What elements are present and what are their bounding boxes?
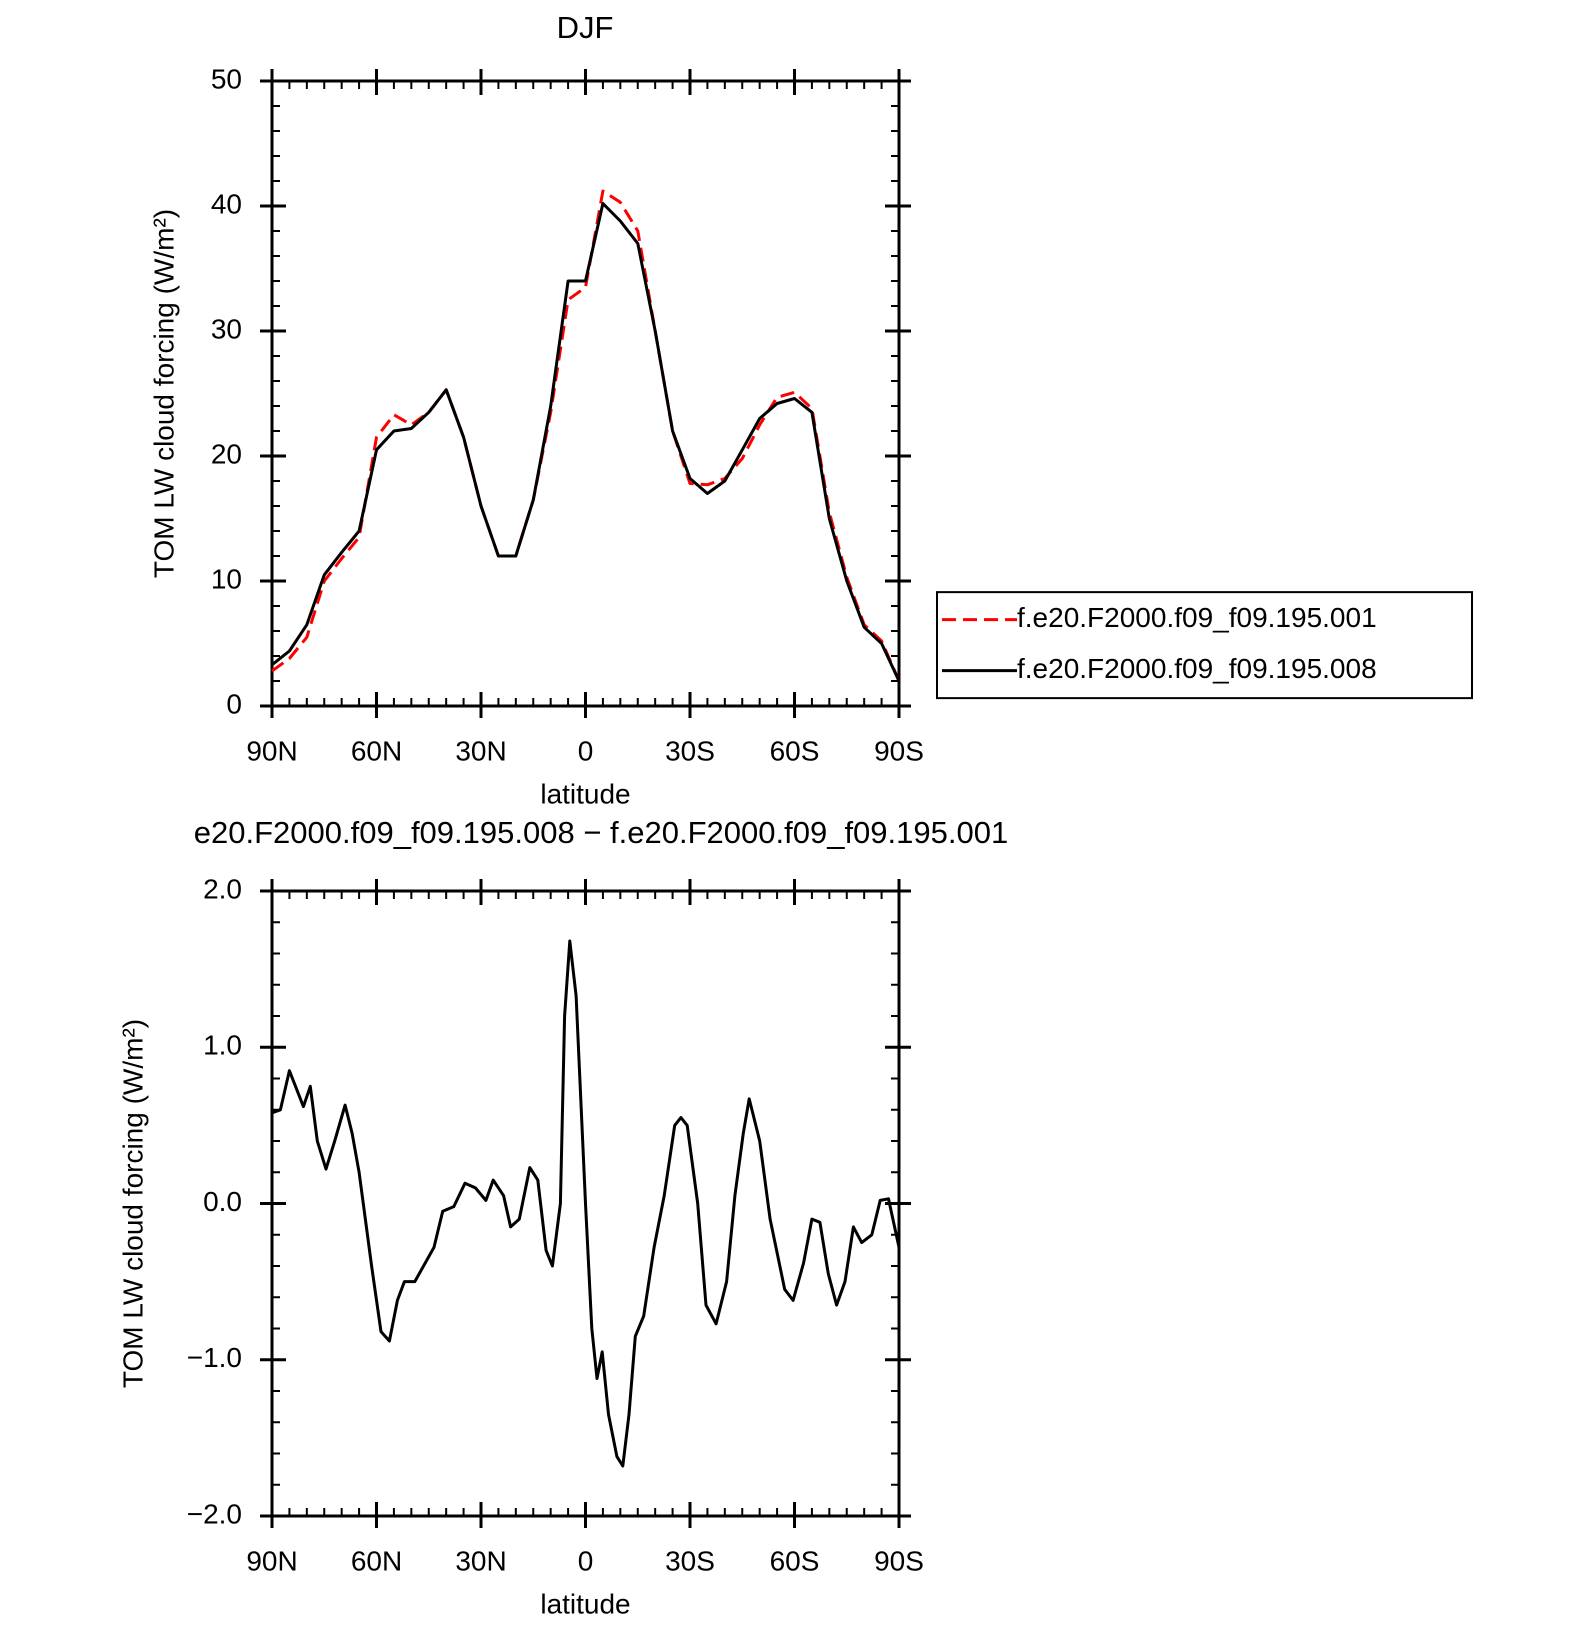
- x-tick-label: 30N: [455, 735, 506, 766]
- legend-label: f.e20.F2000.f09_f09.195.001: [1017, 602, 1377, 633]
- y-tick-label: 0: [226, 688, 242, 719]
- x-tick-label: 90S: [874, 1545, 924, 1576]
- x-axis-label: latitude: [540, 1588, 630, 1619]
- x-tick-label: 30S: [665, 1545, 715, 1576]
- y-tick-label: 1.0: [203, 1030, 242, 1061]
- y-tick-label: −2.0: [187, 1498, 242, 1529]
- x-tick-label: 60S: [770, 735, 820, 766]
- data-line: [271, 939, 901, 1468]
- y-tick-label: 10: [211, 563, 242, 594]
- data-line: [271, 189, 901, 682]
- plot-frame: [270, 79, 901, 708]
- y-axis-label: TOM LW cloud forcing (W/m²): [117, 1019, 148, 1388]
- y-tick-label: 20: [211, 438, 242, 469]
- x-tick-label: 90N: [246, 735, 297, 766]
- x-tick-label: 30S: [665, 735, 715, 766]
- y-tick-label: 0.0: [203, 1186, 242, 1217]
- chart-title: DJF: [557, 10, 614, 45]
- y-tick-label: 2.0: [203, 873, 242, 904]
- x-tick-label: 60N: [351, 1545, 402, 1576]
- x-tick-label: 0: [578, 735, 594, 766]
- x-tick-label: 30N: [455, 1545, 506, 1576]
- y-tick-label: 40: [211, 188, 242, 219]
- data-line: [271, 202, 901, 682]
- y-tick-label: 50: [211, 63, 242, 94]
- x-tick-label: 60N: [351, 735, 402, 766]
- y-axis-label: TOM LW cloud forcing (W/m²): [148, 209, 179, 578]
- x-tick-label: 0: [578, 1545, 594, 1576]
- x-tick-label: 90N: [246, 1545, 297, 1576]
- x-tick-label: 90S: [874, 735, 924, 766]
- chart-title: e20.F2000.f09_f09.195.008 − f.e20.F2000.…: [194, 815, 1008, 850]
- x-axis-label: latitude: [540, 778, 630, 809]
- legend-label: f.e20.F2000.f09_f09.195.008: [1017, 653, 1377, 684]
- y-tick-label: −1.0: [187, 1342, 242, 1373]
- legend-box: [936, 591, 1473, 700]
- x-tick-label: 60S: [770, 1545, 820, 1576]
- y-tick-label: 30: [211, 313, 242, 344]
